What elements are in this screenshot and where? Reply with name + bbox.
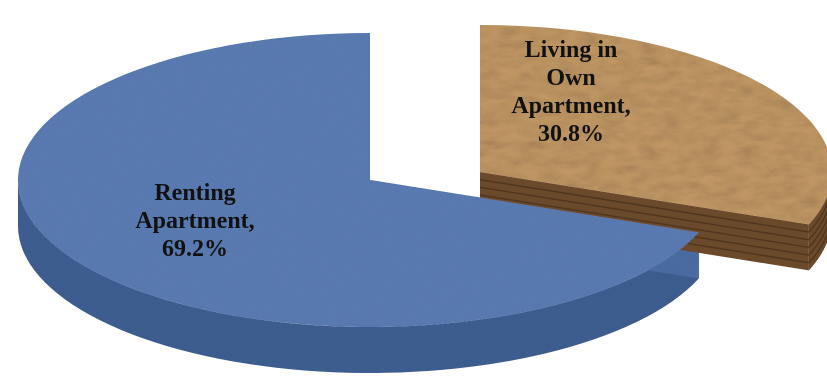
label-living-in-own-apartment-line: Apartment, <box>511 93 630 119</box>
label-living-in-own-apartment-line: Own <box>546 65 595 91</box>
slice-side-stripe <box>479 186 827 241</box>
slice-side-renting <box>18 180 699 373</box>
pie-labels: Renting Apartment, 69.2%Living in Own Apartm… <box>135 37 630 262</box>
label-renting-apartment-line: Apartment, <box>135 208 254 234</box>
label-living-in-own-apartment: Living in Own Apartment, 30.8% <box>511 37 630 147</box>
pie-top-faces <box>18 25 827 328</box>
label-renting-apartment-line: 69.2% <box>162 236 228 262</box>
label-living-in-own-apartment-line: 30.8% <box>538 121 604 147</box>
slice-renting-apartment <box>18 33 699 328</box>
slice-side-stripe <box>479 209 827 264</box>
slice-side-stripe <box>479 201 827 256</box>
label-living-in-own-apartment-line: Living in <box>525 37 618 63</box>
slice-side-stripe <box>479 194 827 249</box>
slice-living-in-own-apartment <box>480 25 827 225</box>
slice-side-stripe <box>479 178 827 233</box>
label-renting-apartment: Renting Apartment, 69.2% <box>135 180 254 262</box>
label-renting-apartment-line: Renting <box>154 180 235 206</box>
